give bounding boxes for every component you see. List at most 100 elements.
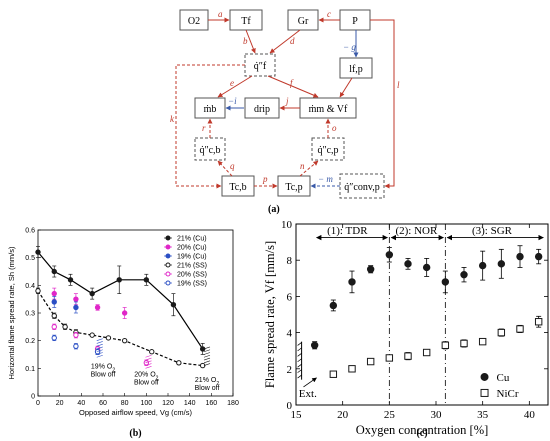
y-tick-label: 0.4 [25, 283, 35, 290]
extinction-label: Ext. [299, 388, 317, 400]
legend-entry: 21% (SS) [164, 262, 207, 270]
data-point [441, 278, 450, 286]
node-mm: ṁm & Vf [299, 97, 357, 119]
node-drip: drip [244, 97, 280, 119]
data-point [534, 252, 543, 261]
hatch-line [145, 357, 152, 361]
legend-marker [165, 253, 171, 259]
x-tick-label: 100 [140, 400, 152, 407]
data-point [497, 328, 506, 337]
node-qconv-label: q̇″conv,p [344, 182, 379, 193]
x-tick-label: 20 [337, 409, 349, 421]
legend-marker [165, 280, 171, 286]
y-tick-label: 6 [287, 291, 293, 303]
legend-entry: 21% (Cu) [164, 235, 207, 243]
node-gr: Gr [287, 9, 319, 31]
extinction-arrow [303, 377, 317, 388]
extinction-marker: Ext. [297, 341, 317, 400]
x-axis-label: Opposed airflow speed, Vg (cm/s) [79, 408, 192, 417]
series-21-ss- [35, 287, 206, 369]
data-point [73, 296, 79, 302]
node-qcp-label: q̇″c,p [317, 145, 338, 156]
extinction-hatch [297, 342, 302, 346]
data-point [170, 302, 177, 308]
data-point [51, 290, 57, 297]
hatch-line [96, 346, 103, 350]
data-point [497, 260, 506, 268]
x-tick-label: 40 [524, 409, 536, 421]
data-point [35, 249, 41, 255]
data-point [329, 301, 338, 310]
x-tick-label: 80 [121, 400, 129, 407]
legend-marker [480, 372, 489, 381]
legend-label: 19% (SS) [177, 281, 207, 288]
data-point [35, 288, 41, 294]
node-tcb: Tc,b [221, 175, 255, 197]
hatch-line [203, 346, 211, 350]
legend-label: 21% (Cu) [177, 236, 207, 243]
extinction-hatch [297, 363, 302, 368]
series-19-ss- [51, 334, 101, 355]
node-tcp: Tc,p [277, 175, 311, 197]
edge-label-f: f [290, 78, 294, 88]
y-tick-label: 0 [287, 400, 293, 412]
plot-frame [295, 223, 549, 406]
data-point [94, 304, 101, 311]
series-nicr [329, 315, 543, 378]
data-point [478, 337, 487, 346]
data-point [51, 313, 57, 319]
annotation-blow-off-20-line2: Blow off [134, 380, 159, 387]
data-point [73, 304, 79, 311]
y-tick-label: 0.1 [25, 366, 35, 373]
data-point [121, 310, 128, 316]
data-point [51, 299, 57, 305]
data-point [121, 337, 128, 344]
x-tick-label: 15 [291, 409, 303, 421]
hatch-line [203, 357, 211, 361]
edge-label-e: e [230, 78, 234, 88]
data-point [441, 341, 450, 349]
data-point [385, 354, 394, 362]
x-tick-label: 160 [205, 400, 217, 407]
node-qcb: q̇″c,b [194, 137, 226, 161]
edge-l [370, 19, 395, 189]
legend-marker [165, 235, 171, 241]
edge-k [175, 64, 245, 189]
data-point [51, 324, 57, 330]
data-point [404, 352, 412, 360]
hatch-line [145, 360, 152, 364]
hatch-line [203, 354, 211, 358]
data-point [348, 365, 356, 373]
node-mm-label: ṁm & Vf [309, 104, 348, 115]
data-point [329, 370, 338, 378]
legend-entry: 19% (Cu) [164, 253, 207, 261]
hatch-line [145, 366, 152, 369]
legend-label: 19% (Cu) [177, 254, 207, 261]
edge-label-d: d [290, 36, 295, 46]
edge-label-i: −i [228, 96, 237, 106]
blow-off-marker [203, 346, 211, 366]
hatch-line [203, 352, 211, 355]
data-point [62, 324, 68, 330]
data-point [73, 343, 79, 349]
data-point [105, 335, 112, 341]
edge-label-g: − g [343, 42, 356, 52]
regime-label-tdr: (1): TDR [327, 225, 368, 237]
legend-marker [165, 262, 171, 268]
data-point [516, 325, 524, 333]
data-point [67, 277, 74, 283]
node-p: P [339, 9, 371, 31]
data-point [149, 349, 155, 355]
data-point [116, 277, 122, 283]
data-point [89, 332, 95, 338]
legend-marker [480, 388, 489, 397]
annotation-blow-off-21-line2: Blow off [195, 385, 220, 392]
annotation-blow-off-19-line1: 19% O2 [91, 363, 115, 373]
annotation-blow-off-19-line2: Blow off [91, 371, 116, 378]
x-tick-label: 120 [162, 400, 174, 407]
x-tick-label: 140 [184, 400, 196, 407]
edge-q [217, 160, 233, 177]
